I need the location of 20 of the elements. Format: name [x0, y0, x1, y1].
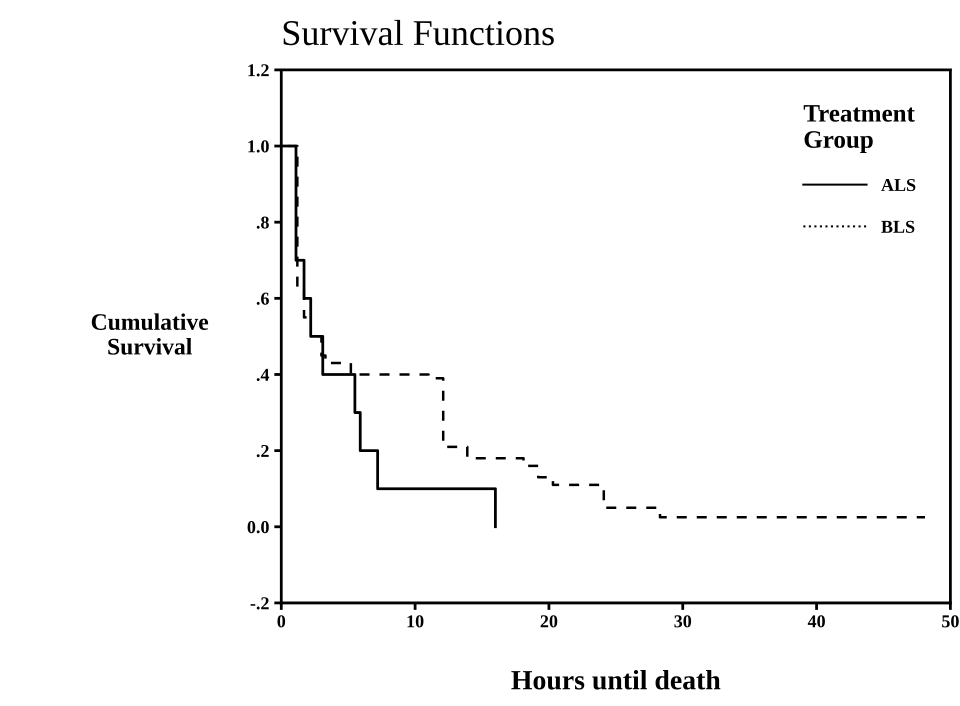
x-tick-label: 20	[540, 615, 558, 628]
x-tick-label: 50	[942, 615, 959, 628]
y-tick-label: .4	[256, 368, 270, 382]
y-tick-label: 1.0	[248, 140, 269, 153]
x-tick-label: 30	[674, 615, 692, 628]
chart-title: Survival Functions	[284, 20, 554, 46]
y-axis-title: Cumulative Survival	[92, 313, 208, 355]
legend-title: Treatment Group	[804, 105, 915, 154]
legend-label: BLS	[881, 220, 914, 233]
y-tick-label: .2	[256, 444, 269, 458]
y-tick-label: .6	[256, 292, 269, 305]
y-tick-label: -.2	[250, 597, 269, 610]
x-axis-title: Hours until death	[511, 670, 720, 690]
legend-label: ALS	[881, 178, 916, 192]
x-tick-label: 40	[808, 615, 825, 628]
x-tick-label: 10	[408, 615, 424, 628]
y-tick-label: .8	[256, 216, 269, 229]
y-tick-label: 0.0	[248, 521, 269, 534]
y-tick-label: 1.2	[248, 64, 269, 76]
x-tick-label: 0	[277, 615, 286, 628]
